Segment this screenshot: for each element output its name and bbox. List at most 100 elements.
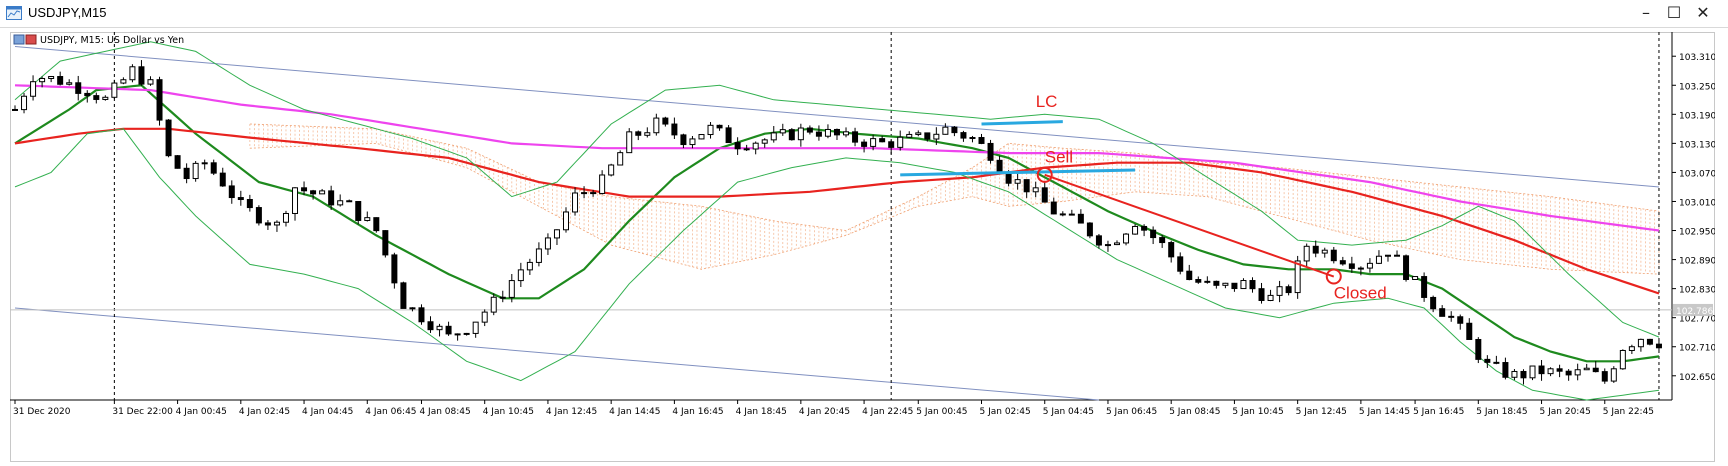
candle-bull bbox=[147, 79, 154, 85]
candle-bear bbox=[1141, 225, 1148, 231]
candle-bear bbox=[93, 95, 100, 100]
chart-border bbox=[10, 32, 1715, 462]
candle-bear bbox=[427, 321, 434, 331]
trade-icon bbox=[25, 34, 37, 45]
chart-title: USDJPY, M15: US Dollar vs Yen bbox=[40, 35, 184, 46]
candle-bull bbox=[1366, 262, 1373, 269]
candle-bull bbox=[608, 164, 615, 176]
x-tick-label: 5 Jan 04:45 bbox=[1043, 407, 1094, 417]
x-tick-label: 5 Jan 10:45 bbox=[1232, 407, 1283, 417]
y-tick-label: 103.250 bbox=[1679, 82, 1715, 92]
candle-bull bbox=[472, 321, 479, 334]
indicator-line-3 bbox=[14, 41, 1660, 338]
candle-bear bbox=[1150, 229, 1157, 239]
close-button[interactable]: ✕ bbox=[1696, 3, 1710, 22]
close-marker bbox=[1325, 268, 1342, 285]
x-tick-label: 4 Jan 10:45 bbox=[483, 407, 534, 417]
x-tick-label: 5 Jan 18:45 bbox=[1476, 407, 1527, 417]
candle-bull bbox=[120, 79, 127, 84]
candle-bull bbox=[761, 139, 768, 144]
candle-bull bbox=[707, 124, 714, 136]
candle-bear bbox=[84, 92, 91, 97]
annotation-lc: LC bbox=[1036, 92, 1058, 111]
candle-bear bbox=[1655, 343, 1662, 349]
cloud-bottom bbox=[249, 142, 1660, 275]
candle-bear bbox=[1285, 286, 1292, 294]
candle-bull bbox=[1032, 187, 1039, 193]
current-price-label: 102.786 bbox=[1676, 307, 1713, 317]
candle-bull bbox=[409, 307, 416, 310]
candle-bear bbox=[815, 131, 822, 137]
indicator-line-2 bbox=[14, 84, 1660, 232]
candle-bear bbox=[210, 162, 217, 174]
candle-bear bbox=[12, 108, 18, 111]
candle-bear bbox=[1050, 201, 1057, 215]
candle-bull bbox=[689, 138, 696, 146]
candle-bull bbox=[1375, 255, 1382, 264]
chart-area[interactable]: LC Sell Closed 103.310 103.250 103.190 103.130… bbox=[10, 32, 1715, 462]
x-tick-label: 4 Jan 16:45 bbox=[672, 407, 723, 417]
x-tick-label: 5 Jan 06:45 bbox=[1106, 407, 1157, 417]
candle-bear bbox=[454, 333, 461, 336]
indicator-line-4 bbox=[14, 128, 1660, 401]
candle-bull bbox=[915, 132, 922, 135]
candle-bear bbox=[1059, 213, 1066, 216]
candle-bull bbox=[526, 261, 533, 271]
y-tick-label: 102.770 bbox=[1679, 315, 1715, 325]
maximize-button[interactable]: ☐ bbox=[1666, 3, 1682, 22]
candle-bear bbox=[1601, 371, 1608, 382]
candle-bear bbox=[1556, 368, 1563, 372]
x-tick-label: 5 Jan 12:45 bbox=[1296, 407, 1347, 417]
candle-bear bbox=[499, 296, 506, 299]
candle-bear bbox=[1077, 213, 1084, 224]
candle-bull bbox=[897, 136, 904, 148]
candle-bear bbox=[1493, 361, 1500, 364]
candle-bull bbox=[292, 187, 299, 214]
y-tick-label: 102.890 bbox=[1679, 257, 1715, 267]
candle-bull bbox=[1240, 280, 1247, 290]
candle-bull bbox=[39, 77, 46, 83]
price-chart[interactable]: LC Sell Closed 103.310 103.250 103.190 103.130… bbox=[10, 32, 1715, 462]
candle-bear bbox=[1646, 338, 1653, 345]
candle-bear bbox=[996, 159, 1003, 173]
indicator-line-1 bbox=[14, 127, 1660, 295]
candle-bull bbox=[1637, 338, 1644, 348]
candle-bear bbox=[1502, 362, 1509, 378]
x-tick-label: 4 Jan 22:45 bbox=[862, 407, 913, 417]
minimize-button[interactable]: – bbox=[1642, 3, 1650, 22]
candle-bear bbox=[310, 190, 317, 195]
candle-bear bbox=[1339, 260, 1346, 265]
candle-bull bbox=[698, 134, 705, 140]
candle-bull bbox=[1132, 225, 1139, 235]
candle-bear bbox=[734, 142, 741, 150]
candle-bull bbox=[824, 128, 831, 137]
candle-bear bbox=[888, 141, 895, 148]
x-tick-label: 4 Jan 14:45 bbox=[609, 407, 660, 417]
candle-bear bbox=[1439, 308, 1446, 317]
candle-bear bbox=[590, 192, 597, 195]
candle-bull bbox=[779, 129, 786, 134]
channel-upper-line bbox=[14, 46, 1660, 188]
candle-bull bbox=[1628, 346, 1635, 351]
candle-bear bbox=[833, 128, 840, 136]
candle-bull bbox=[942, 126, 949, 135]
title-bar[interactable]: USDJPY,M15 – ☐ ✕ bbox=[0, 0, 1728, 28]
candle-bear bbox=[382, 230, 389, 256]
candle-bear bbox=[1023, 179, 1030, 193]
candle-bull bbox=[553, 229, 560, 239]
current-price-badge bbox=[1673, 303, 1713, 316]
candle-bull bbox=[273, 221, 280, 226]
candle-bull bbox=[770, 132, 777, 141]
candle-bull bbox=[282, 212, 289, 223]
candle-bear bbox=[1520, 370, 1527, 379]
y-tick-label: 103.010 bbox=[1679, 198, 1715, 208]
candle-bull bbox=[906, 133, 913, 138]
candle-bull bbox=[192, 162, 199, 180]
candle-bull bbox=[102, 96, 109, 100]
candle-bull bbox=[644, 132, 651, 136]
candle-bear bbox=[1330, 249, 1337, 262]
x-tick-label: 5 Jan 00:45 bbox=[916, 407, 967, 417]
candle-bear bbox=[1258, 288, 1265, 301]
candle-bull bbox=[581, 192, 588, 195]
candle-bull bbox=[48, 76, 55, 79]
